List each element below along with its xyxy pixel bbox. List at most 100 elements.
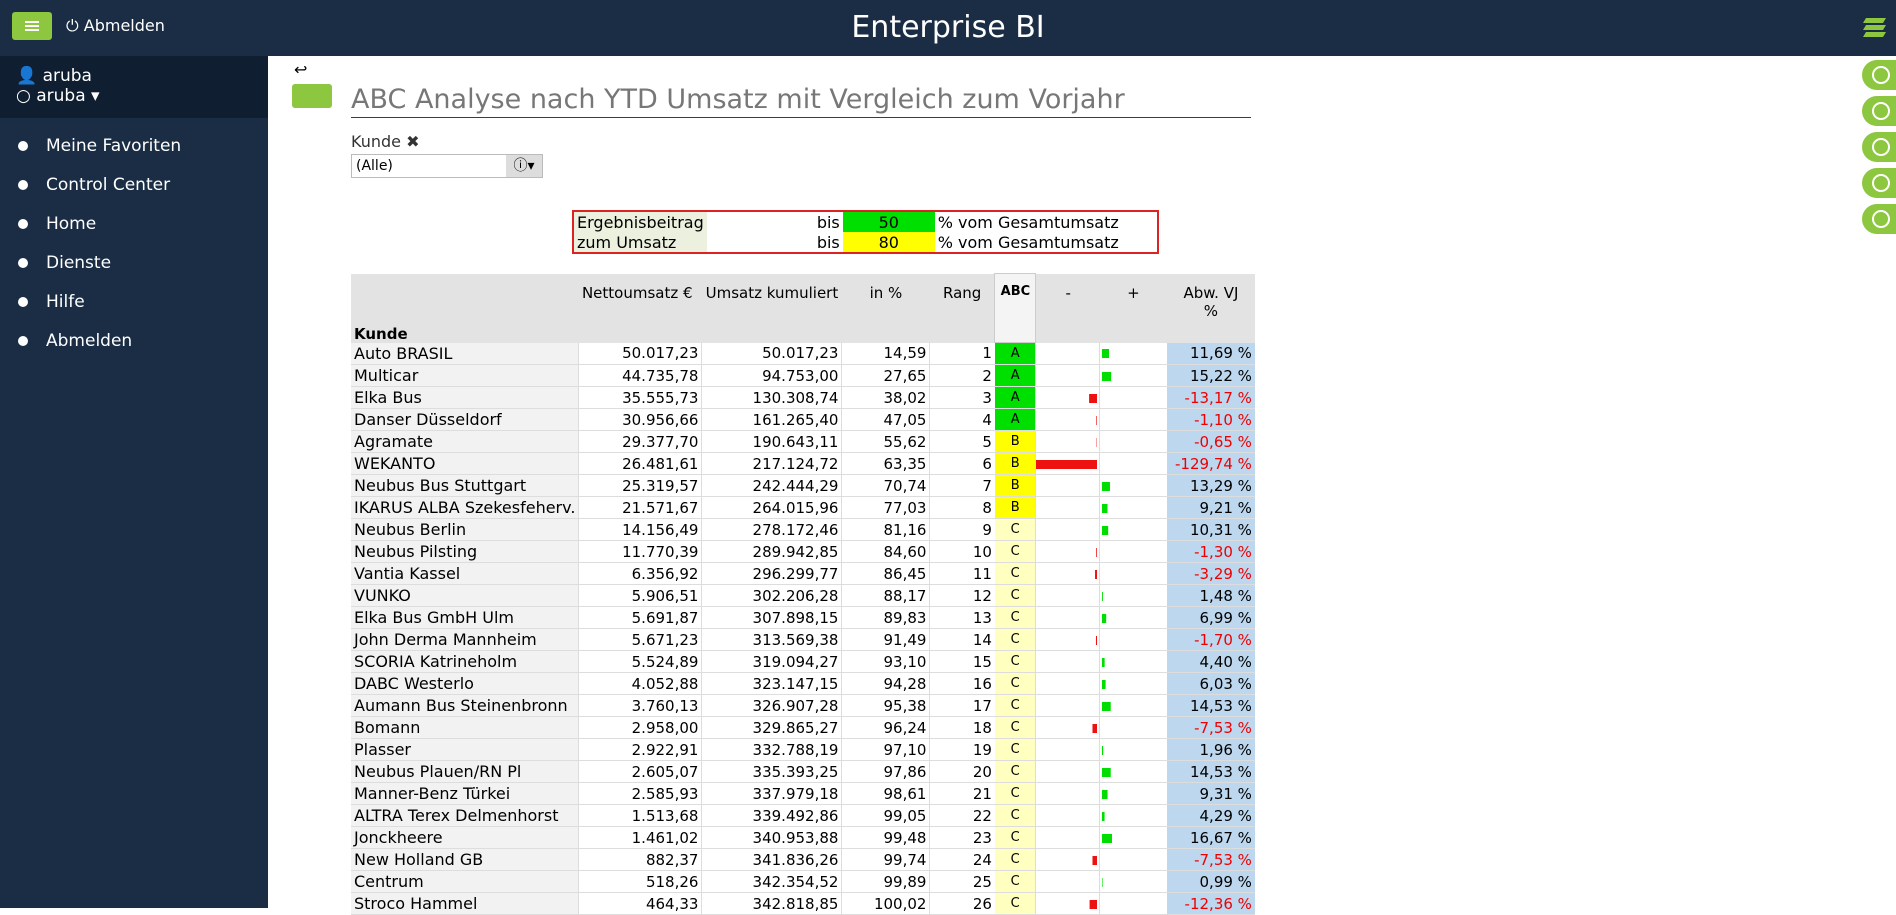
rank: 19 xyxy=(930,739,995,761)
net-sales: 1.461,02 xyxy=(579,827,702,849)
bar-cell xyxy=(1100,410,1166,430)
column-header: ABC xyxy=(995,274,1036,343)
deviation: 6,99 % xyxy=(1167,607,1255,629)
bar-cell xyxy=(1036,366,1099,386)
cumulative: 307.898,15 xyxy=(702,607,842,629)
user-box: 👤 aruba ○ aruba ▾ xyxy=(0,56,268,118)
abc-class: C xyxy=(995,673,1036,695)
deviation: 15,22 % xyxy=(1167,365,1255,387)
deviation-bar xyxy=(1102,372,1111,381)
threshold-label: Ergebnisbeitrag xyxy=(573,211,707,232)
bar-cell xyxy=(1100,476,1166,496)
rank: 17 xyxy=(930,695,995,717)
percent: 99,48 xyxy=(842,827,930,849)
menu-item[interactable]: Control Center xyxy=(16,175,170,195)
cumulative: 264.015,96 xyxy=(702,497,842,519)
cumulative: 217.124,72 xyxy=(702,453,842,475)
threshold-text: % vom Gesamtumsatz xyxy=(935,232,1158,253)
d-icon[interactable] xyxy=(1862,132,1896,162)
table-icon[interactable] xyxy=(1862,168,1896,198)
customer: Elka Bus xyxy=(351,387,579,409)
deviation-bar xyxy=(1102,834,1112,843)
threshold-value: 50 xyxy=(843,211,935,232)
bar-positive-cell xyxy=(1100,739,1167,761)
menu-item[interactable]: Abmelden xyxy=(16,331,132,351)
deviation: 16,67 % xyxy=(1167,827,1255,849)
menu-item[interactable]: Home xyxy=(16,214,96,234)
bar-cell xyxy=(1100,784,1166,804)
sidebar: 👤 aruba ○ aruba ▾ Meine Favoriten Control… xyxy=(0,56,268,908)
rank: 25 xyxy=(930,871,995,893)
menu-text: Abmelden xyxy=(46,331,132,351)
customer: IKARUS ALBA Szekesfeherv. xyxy=(351,497,579,519)
bar-negative-cell xyxy=(1036,497,1100,519)
column-header: Rang xyxy=(930,274,995,343)
abc-class: C xyxy=(995,607,1036,629)
menu-item[interactable]: Dienste xyxy=(16,253,111,273)
percent: 38,02 xyxy=(842,387,930,409)
menu-item[interactable]: Hilfe xyxy=(16,292,85,312)
back-icon[interactable]: ↩ xyxy=(294,60,307,79)
filter-select[interactable]: (Alle)ⓘ▾ xyxy=(351,154,543,178)
bar-cell xyxy=(1100,894,1166,914)
bar-negative-cell xyxy=(1036,431,1100,453)
bar-negative-cell xyxy=(1036,805,1100,827)
net-sales: 11.770,39 xyxy=(579,541,702,563)
rank: 9 xyxy=(930,519,995,541)
customer: John Derma Mannheim xyxy=(351,629,579,651)
bar-positive-cell xyxy=(1100,541,1167,563)
menu-item[interactable]: Meine Favoriten xyxy=(16,136,181,156)
deviation-bar xyxy=(1097,548,1098,557)
net-sales: 21.571,67 xyxy=(579,497,702,519)
menu-text: Hilfe xyxy=(46,292,85,312)
deviation-bar xyxy=(1102,504,1108,513)
percent: 86,45 xyxy=(842,563,930,585)
bar-cell xyxy=(1100,586,1166,606)
abc-class: C xyxy=(995,717,1036,739)
abc-class: C xyxy=(995,871,1036,893)
abc-class: C xyxy=(995,805,1036,827)
deviation: 14,53 % xyxy=(1167,761,1255,783)
abc-class: C xyxy=(995,893,1036,915)
settings-icon[interactable] xyxy=(1862,60,1896,90)
bar-positive-cell xyxy=(1100,871,1167,893)
bar-positive-cell xyxy=(1100,695,1167,717)
bar-cell xyxy=(1036,454,1099,474)
deviation: -3,29 % xyxy=(1167,563,1255,585)
deviation-bar xyxy=(1102,349,1109,358)
rank: 6 xyxy=(930,453,995,475)
role[interactable]: ○ aruba ▾ xyxy=(16,86,268,106)
abc-class: B xyxy=(995,497,1036,519)
customer: VUNKO xyxy=(351,585,579,607)
cumulative: 289.942,85 xyxy=(702,541,842,563)
bar-negative-cell xyxy=(1036,541,1100,563)
deviation: 1,96 % xyxy=(1167,739,1255,761)
deviation-bar xyxy=(1102,746,1103,755)
deviation: 13,29 % xyxy=(1167,475,1255,497)
net-sales: 3.760,13 xyxy=(579,695,702,717)
percent: 99,05 xyxy=(842,805,930,827)
menu-icon xyxy=(16,256,30,270)
bar-positive-cell xyxy=(1100,805,1167,827)
bar-cell xyxy=(1036,806,1099,826)
deviation-bar xyxy=(1090,394,1098,403)
filter-label-text: Kunde xyxy=(351,132,401,151)
bar-cell xyxy=(1036,894,1099,914)
top-bar: ⏻ Abmelden Enterprise BI xyxy=(0,0,1896,56)
mail-icon[interactable] xyxy=(1862,204,1896,234)
deviation: -129,74 % xyxy=(1167,453,1255,475)
cumulative: 190.643,11 xyxy=(702,431,842,453)
abc-class: C xyxy=(995,563,1036,585)
net-sales: 14.156,49 xyxy=(579,519,702,541)
bar-negative-cell xyxy=(1036,739,1100,761)
cumulative: 323.147,15 xyxy=(702,673,842,695)
info-icon[interactable] xyxy=(1862,96,1896,126)
menu-text: Home xyxy=(46,214,96,234)
menu-text: Meine Favoriten xyxy=(46,136,181,156)
abc-class: C xyxy=(995,651,1036,673)
panel-button[interactable] xyxy=(292,84,332,108)
deviation: -1,30 % xyxy=(1167,541,1255,563)
